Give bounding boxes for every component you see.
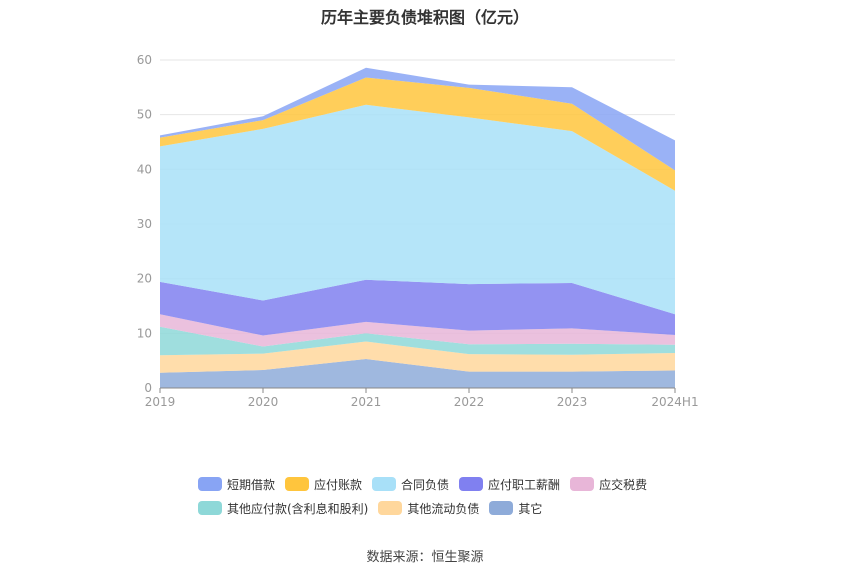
legend-item[interactable]: 合同负债 [372, 476, 449, 493]
chart-title: 历年主要负债堆积图（亿元） [320, 8, 529, 27]
area-应付账款 [160, 77, 675, 191]
area-应交税费 [160, 314, 675, 347]
legend-label: 短期借款 [227, 477, 276, 492]
area-其他应付款(含利息和股利) [160, 326, 675, 356]
legend-label: 其他应付款(含利息和股利) [227, 501, 369, 516]
legend-label: 其它 [518, 501, 543, 516]
x-tick-label: 2023 [557, 395, 588, 409]
legend-label: 应交税费 [599, 477, 648, 492]
y-tick-label: 40 [137, 162, 152, 176]
legend-swatch [372, 477, 397, 491]
legend-item[interactable]: 应交税费 [570, 476, 647, 493]
x-tick-label: 2024H1 [651, 395, 698, 409]
legend-swatch [198, 501, 222, 515]
x-tick-label: 2021 [351, 395, 382, 409]
area-series [160, 67, 675, 388]
legend-item[interactable]: 应付账款 [285, 476, 362, 493]
x-tick-label: 2022 [454, 395, 485, 409]
legend-swatch [570, 477, 595, 491]
area-应付职工薪酬 [160, 279, 675, 336]
source-note: 数据来源：恒生聚源 [366, 550, 484, 565]
legend-row: 其他应付款(含利息和股利) 其他流动负债 其它 [198, 496, 718, 520]
y-tick-label: 0 [144, 381, 152, 395]
x-tick-label: 2019 [145, 395, 176, 409]
y-tick-label: 50 [137, 108, 152, 122]
legend-item[interactable]: 其它 [489, 500, 542, 517]
y-tick-label: 20 [137, 272, 152, 286]
tick-labels: 0 10 20 30 40 50 60 2019 2020 2021 2022 2023 2024H1 [137, 53, 699, 409]
legend-label: 应付职工薪酬 [488, 477, 561, 492]
legend-swatch [285, 477, 310, 491]
legend-item[interactable]: 短期借款 [198, 476, 275, 493]
area-其它 [160, 359, 675, 388]
legend-row: 短期借款 应付账款 合同负债 应付职工薪酬 应交税费 [198, 472, 718, 496]
x-axis [159, 387, 676, 393]
y-tick-label: 10 [137, 326, 152, 340]
legend-swatch [378, 501, 403, 515]
legend-swatch [198, 477, 222, 491]
legend-item[interactable]: 应付职工薪酬 [459, 476, 560, 493]
legend-item[interactable]: 其他应付款(含利息和股利) [198, 500, 368, 517]
legend: 短期借款 应付账款 合同负债 应付职工薪酬 应交税费 其他应付款(含利息和股利) 其他流动… [198, 472, 718, 520]
legend-item[interactable]: 其他流动负债 [378, 500, 479, 517]
legend-label: 应付账款 [314, 477, 363, 492]
area-其他流动负债 [160, 341, 675, 373]
legend-label: 其他流动负债 [407, 501, 480, 516]
legend-swatch [459, 477, 484, 491]
legend-swatch [489, 501, 514, 515]
area-合同负债 [160, 104, 675, 315]
x-tick-label: 2020 [248, 395, 279, 409]
y-tick-label: 30 [137, 217, 152, 231]
y-tick-label: 60 [137, 53, 152, 67]
legend-label: 合同负债 [401, 477, 450, 492]
area-短期借款 [160, 67, 675, 171]
